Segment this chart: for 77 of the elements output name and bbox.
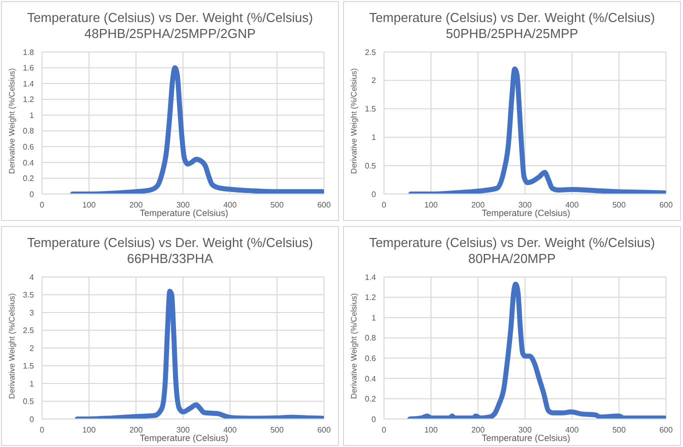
y-tick-label: 3 [30, 308, 35, 317]
y-tick-label: 1 [30, 110, 35, 120]
y-axis-title: Derivative Weight (%/Celsius) [8, 68, 16, 174]
x-tick-label: 500 [270, 425, 284, 434]
x-tick-label: 300 [518, 200, 532, 210]
y-tick-label: 0.6 [22, 142, 35, 152]
y-tick-label: 0.8 [364, 333, 377, 342]
x-tick-label: 0 [40, 200, 45, 210]
x-tick-label: 400 [223, 200, 238, 210]
x-tick-label: 0 [382, 200, 387, 210]
x-tick-label: 300 [518, 425, 532, 434]
y-tick-label: 0.2 [364, 394, 377, 404]
x-tick-label: 600 [659, 425, 674, 434]
y-tick-label: 1 [372, 312, 377, 322]
x-tick-label: 100 [82, 425, 96, 434]
y-tick-label: 0.8 [22, 126, 35, 136]
y-tick-label: 1.8 [22, 48, 35, 57]
x-tick-label: 400 [565, 425, 580, 434]
y-tick-label: 2 [30, 343, 35, 352]
x-tick-label: 400 [565, 200, 580, 210]
y-axis-title: Derivative Weight (%/Celsius) [350, 292, 358, 398]
chart-subtitle: 66PHB/33PHA [126, 250, 214, 266]
y-tick-label: 1.4 [364, 272, 377, 282]
x-tick-label: 200 [129, 425, 144, 434]
y-tick-label: 3.5 [22, 290, 35, 300]
x-tick-label: 200 [471, 200, 486, 210]
chart-subtitle: 50PHB/25PHA/25MPP [444, 26, 580, 42]
x-tick-label: 100 [424, 425, 438, 434]
x-tick-label: 400 [223, 425, 238, 434]
y-tick-label: 1.5 [22, 361, 35, 370]
y-tick-label: 2.5 [364, 48, 377, 57]
chart-subtitle: 80PHA/20MPP [467, 250, 557, 266]
chart-title: Temperature (Celsius) vs Der. Weight (%/Celsius) [26, 10, 314, 26]
y-tick-label: 0 [30, 414, 35, 424]
x-tick-label: 200 [471, 425, 486, 434]
y-tick-label: 0 [372, 190, 377, 199]
y-tick-label: 1.2 [364, 292, 377, 302]
x-tick-label: 500 [270, 200, 284, 210]
x-tick-label: 0 [382, 425, 387, 434]
y-axis-title: Derivative Weight (%/Celsius) [350, 68, 358, 174]
chart-title: Temperature (Celsius) vs Der. Weight (%/Celsius) [368, 10, 656, 26]
y-tick-label: 0.5 [22, 396, 35, 406]
x-tick-label: 500 [612, 200, 626, 210]
y-tick-label: 0.6 [364, 353, 377, 362]
y-tick-label: 1 [372, 133, 377, 142]
x-tick-label: 100 [82, 200, 96, 210]
x-tick-label: 300 [176, 425, 190, 434]
y-tick-label: 0.4 [22, 158, 35, 168]
y-axis-title: Derivative Weight (%/Celsius) [8, 292, 16, 398]
x-axis-title: Temperature (Celsius) [480, 208, 572, 218]
x-axis-title: Temperature (Celsius) [138, 432, 230, 442]
chart-title: Temperature (Celsius) vs Der. Weight (%/Celsius) [368, 234, 656, 250]
y-tick-label: 1.5 [364, 104, 377, 114]
y-tick-label: 1.4 [22, 79, 35, 88]
x-axis-title: Temperature (Celsius) [480, 432, 572, 442]
y-tick-label: 1 [30, 378, 35, 388]
x-tick-label: 300 [176, 200, 190, 210]
x-tick-label: 500 [612, 425, 626, 434]
y-tick-label: 0.2 [22, 174, 35, 184]
y-tick-label: 0 [30, 190, 35, 199]
x-tick-label: 200 [129, 200, 144, 210]
x-tick-label: 600 [659, 200, 674, 210]
y-tick-label: 2 [372, 76, 377, 86]
y-tick-label: 0.5 [364, 161, 377, 170]
x-tick-label: 600 [317, 200, 332, 210]
y-tick-label: 0 [372, 414, 377, 424]
chart-subtitle: 48PHB/25PHA/25MPP/2GNP [83, 26, 257, 42]
x-tick-label: 600 [317, 425, 332, 434]
y-tick-label: 0.4 [364, 374, 377, 383]
x-axis-title: Temperature (Celsius) [138, 208, 230, 218]
chart-title: Temperature (Celsius) vs Der. Weight (%/Celsius) [26, 234, 314, 250]
x-tick-label: 0 [40, 425, 45, 434]
y-tick-label: 1.6 [22, 64, 35, 73]
y-tick-label: 2.5 [22, 326, 35, 335]
y-tick-label: 1.2 [22, 95, 35, 104]
x-tick-label: 100 [424, 200, 438, 210]
y-tick-label: 4 [30, 272, 35, 282]
